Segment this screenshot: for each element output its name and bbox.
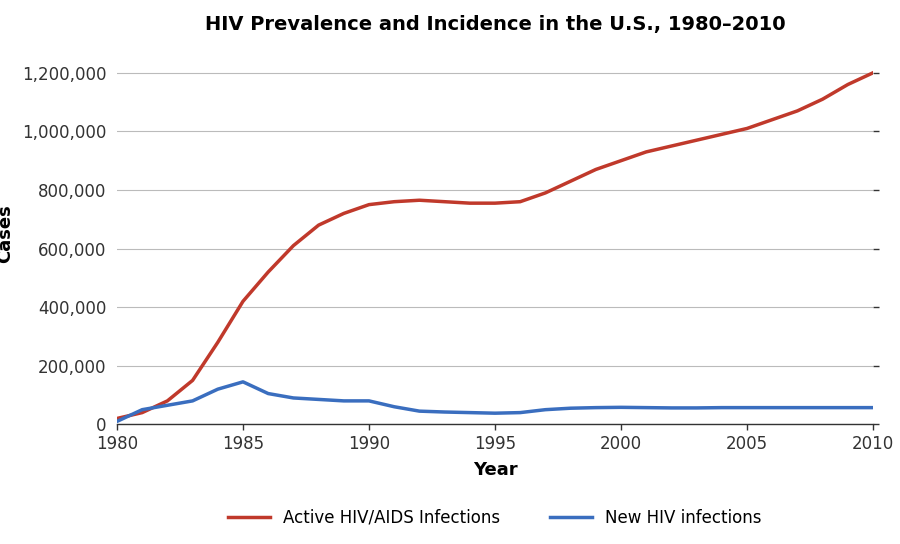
Line: Active HIV/AIDS Infections: Active HIV/AIDS Infections <box>117 73 873 418</box>
New HIV infections <box>137 406 148 413</box>
New HIV infections <box>716 404 727 411</box>
New HIV infections <box>767 404 778 411</box>
New HIV infections <box>565 405 576 411</box>
Title: HIV Prevalence and Incidence in the U.S., 1980–2010: HIV Prevalence and Incidence in the U.S.… <box>204 15 786 34</box>
Active HIV/AIDS Infections <box>313 222 324 228</box>
New HIV infections <box>691 405 702 411</box>
New HIV infections <box>817 404 828 411</box>
New HIV infections <box>439 409 450 415</box>
New HIV infections <box>238 379 248 385</box>
Active HIV/AIDS Infections <box>817 96 828 102</box>
New HIV infections <box>364 398 374 404</box>
New HIV infections <box>288 395 299 401</box>
New HIV infections <box>868 404 878 411</box>
New HIV infections <box>112 418 122 425</box>
Active HIV/AIDS Infections <box>691 137 702 144</box>
Active HIV/AIDS Infections <box>112 415 122 422</box>
New HIV infections <box>842 404 853 411</box>
Y-axis label: Cases: Cases <box>0 205 14 263</box>
Active HIV/AIDS Infections <box>767 116 778 123</box>
Active HIV/AIDS Infections <box>641 149 652 155</box>
Active HIV/AIDS Infections <box>540 190 551 196</box>
Active HIV/AIDS Infections <box>212 339 223 345</box>
Active HIV/AIDS Infections <box>490 200 500 206</box>
New HIV infections <box>490 410 500 417</box>
New HIV infections <box>792 404 803 411</box>
Active HIV/AIDS Infections <box>742 125 752 132</box>
Line: New HIV infections: New HIV infections <box>117 382 873 422</box>
Active HIV/AIDS Infections <box>389 199 400 205</box>
New HIV infections <box>263 390 274 397</box>
Active HIV/AIDS Infections <box>439 199 450 205</box>
Active HIV/AIDS Infections <box>137 409 148 416</box>
New HIV infections <box>162 402 173 409</box>
New HIV infections <box>187 398 198 404</box>
Active HIV/AIDS Infections <box>842 81 853 88</box>
Active HIV/AIDS Infections <box>616 157 626 164</box>
Legend: Active HIV/AIDS Infections, New HIV infections: Active HIV/AIDS Infections, New HIV infe… <box>229 509 761 527</box>
New HIV infections <box>464 409 475 416</box>
Active HIV/AIDS Infections <box>238 298 248 305</box>
New HIV infections <box>389 404 400 410</box>
New HIV infections <box>742 404 752 411</box>
Active HIV/AIDS Infections <box>288 243 299 249</box>
New HIV infections <box>641 404 652 411</box>
Active HIV/AIDS Infections <box>666 143 677 149</box>
New HIV infections <box>414 408 425 415</box>
New HIV infections <box>540 406 551 413</box>
Active HIV/AIDS Infections <box>515 199 526 205</box>
Active HIV/AIDS Infections <box>263 269 274 275</box>
Active HIV/AIDS Infections <box>338 210 349 217</box>
New HIV infections <box>590 404 601 411</box>
New HIV infections <box>338 398 349 404</box>
Active HIV/AIDS Infections <box>187 377 198 384</box>
X-axis label: Year: Year <box>472 461 518 479</box>
Active HIV/AIDS Infections <box>464 200 475 206</box>
New HIV infections <box>212 386 223 392</box>
New HIV infections <box>313 396 324 403</box>
Active HIV/AIDS Infections <box>868 70 878 76</box>
Active HIV/AIDS Infections <box>590 166 601 173</box>
Active HIV/AIDS Infections <box>414 197 425 203</box>
Active HIV/AIDS Infections <box>716 131 727 138</box>
New HIV infections <box>616 404 626 411</box>
Active HIV/AIDS Infections <box>364 201 374 208</box>
Active HIV/AIDS Infections <box>162 398 173 404</box>
Active HIV/AIDS Infections <box>565 178 576 184</box>
New HIV infections <box>666 405 677 411</box>
New HIV infections <box>515 409 526 416</box>
Active HIV/AIDS Infections <box>792 108 803 114</box>
